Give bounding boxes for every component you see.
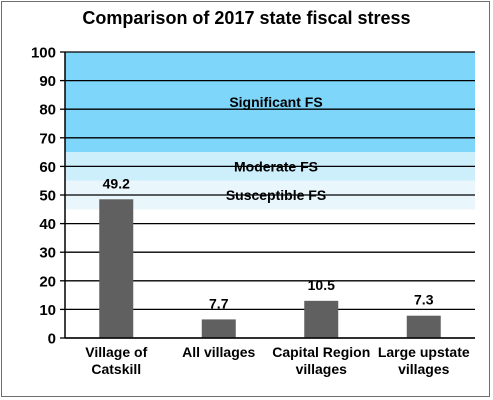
x-tick-label: All villages: [182, 344, 255, 360]
y-tick-label: 90: [39, 73, 56, 90]
band-0: [65, 52, 475, 153]
data-label: 49.2: [103, 175, 130, 191]
x-tick-label: Village of Catskill: [85, 344, 147, 377]
y-tick-label: 40: [39, 216, 56, 233]
y-tick-label: 70: [39, 130, 56, 147]
chart-title: Comparison of 2017 state fiscal stress: [82, 8, 411, 28]
y-tick-label: 50: [39, 188, 56, 205]
data-label: 7.7: [209, 295, 229, 311]
y-tick-label: 100: [31, 45, 56, 62]
x-tick-label: Capital Region villages: [272, 344, 370, 377]
data-label: 7.3: [414, 292, 434, 308]
bar: [304, 300, 339, 338]
y-tick-label: 10: [39, 302, 56, 319]
y-tick-label: 80: [39, 102, 56, 119]
y-tick-label: 20: [39, 273, 56, 290]
band-label: Significant FS: [229, 94, 322, 110]
x-tick-label: Large upstate villages: [378, 344, 470, 377]
y-tick-label: 0: [48, 331, 56, 348]
bar: [201, 319, 236, 338]
data-label: 10.5: [308, 277, 335, 293]
bar: [99, 199, 134, 338]
y-tick-label: 60: [39, 159, 56, 176]
bar: [406, 315, 441, 338]
y-tick-label: 30: [39, 245, 56, 262]
